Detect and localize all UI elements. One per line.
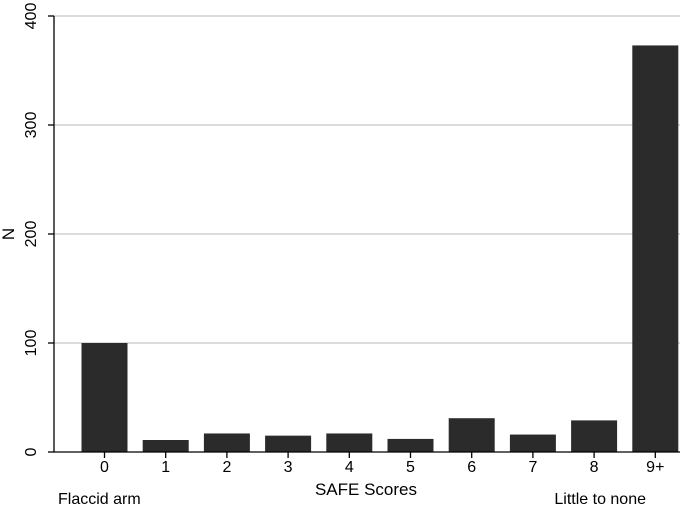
annotation-little-to-none: Little to none [554,491,646,508]
y-tick-label-100: 100 [23,330,40,357]
x-tick-label-7: 7 [528,459,537,476]
x-tick-label-9+: 9+ [646,459,664,476]
y-tick-label-300: 300 [23,112,40,139]
x-tick-label-6: 6 [467,459,476,476]
y-tick-label-200: 200 [23,221,40,248]
x-axis-title: SAFE Scores [315,480,417,499]
bar-0 [81,343,128,452]
bar-6 [448,418,495,452]
bar-1 [142,440,189,452]
bar-3 [265,435,312,452]
x-tick-label-8: 8 [590,459,599,476]
x-tick-label-5: 5 [406,459,415,476]
bar-5 [387,438,434,452]
y-tick-label-400: 400 [23,3,40,30]
bar-8 [571,420,618,452]
y-axis-title: N [0,228,18,240]
bars [81,45,679,453]
y-ticks: 0 100 200 300 400 [23,3,54,456]
bar-9+ [632,45,679,453]
x-tick-label-4: 4 [345,459,354,476]
bar-4 [326,433,373,452]
x-tick-label-1: 1 [161,459,170,476]
y-tick-label-0: 0 [23,447,40,456]
annotation-flaccid-arm: Flaccid arm [58,491,141,508]
bar-7 [509,434,556,452]
gridlines [54,15,680,344]
bar-2 [203,433,250,452]
x-tick-label-2: 2 [222,459,231,476]
x-ticks: 0 1 2 3 4 5 6 7 8 9+ [100,452,664,476]
x-tick-label-0: 0 [100,459,109,476]
x-tick-label-3: 3 [284,459,293,476]
